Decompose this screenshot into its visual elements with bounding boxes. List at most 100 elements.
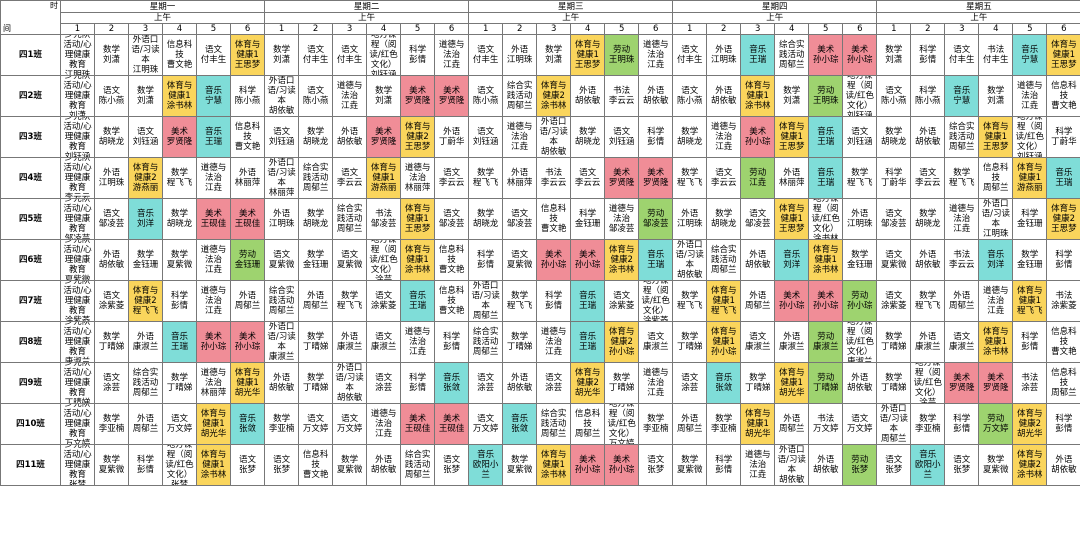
- lesson-cell: 少先队活动/心理健康教育 江明珠: [60, 34, 95, 76]
- teacher-label: 胡依敏: [642, 96, 669, 106]
- teacher-label: 邹凌芸: [608, 224, 635, 234]
- lesson-cell: 劳动 金钰珊: [229, 239, 266, 281]
- lesson-cell: 体育与健康1 孙小琮: [706, 321, 742, 363]
- period-number: 5: [196, 23, 231, 35]
- lesson-cell: 外语 周郁兰: [298, 280, 334, 322]
- lesson-cell: 体育与健康2 孙小琮: [604, 321, 640, 363]
- teacher-label: 丁晴娣: [881, 383, 907, 393]
- teacher-label: 涂芸: [375, 275, 393, 281]
- lesson-cell: 语文 邹凌芸: [94, 198, 129, 240]
- teacher-label: 周郁兰: [234, 301, 261, 311]
- lesson-cell: 语文 康淑兰: [638, 321, 674, 363]
- teacher-label: 胡依敏: [370, 465, 397, 475]
- lesson-cell: 语文 万文婷: [842, 403, 878, 445]
- subject-label: 体育与健康2: [1051, 204, 1077, 224]
- lesson-cell: 劳动 康淑兰: [808, 321, 844, 363]
- teacher-label: 丁晴娣: [812, 383, 839, 393]
- subject-label: 数学: [953, 168, 971, 178]
- teacher-label: 程飞飞: [1017, 306, 1043, 316]
- lesson-cell: 信息科技 曹文艳: [162, 34, 197, 76]
- lesson-cell: 数学 丁晴娣: [740, 362, 776, 404]
- teacher-label: 康淑兰: [812, 342, 839, 352]
- teacher-label: 刘钰涵: [64, 152, 91, 158]
- teacher-label: 涂紫菱: [642, 316, 669, 322]
- lesson-cell: 体育与健康1 王思梦: [774, 116, 810, 158]
- lesson-cell: 音乐 王瑞: [1046, 157, 1080, 199]
- lesson-cell: 语文 涂芸: [468, 362, 504, 404]
- lesson-cell: 道德与法治 江垚: [196, 239, 231, 281]
- teacher-label: 涂芸: [545, 383, 563, 393]
- lesson-cell: 音乐 张敛: [706, 362, 742, 404]
- lesson-cell: 综合实践活动 周郁兰: [502, 75, 538, 117]
- subject-label: 道德与法治: [949, 204, 975, 224]
- subject-label: 外语口语/习读本: [777, 445, 806, 476]
- subject-label: 语文: [307, 86, 325, 96]
- subject-label: 数学: [715, 209, 733, 219]
- teacher-label: 宁慧: [953, 96, 971, 106]
- teacher-label: 陈小燕: [98, 96, 125, 106]
- teacher-label: 张梦: [851, 465, 869, 475]
- lesson-cell: 体育与健康1 胡光华: [740, 403, 776, 445]
- teacher-label: 付丰生: [336, 55, 363, 65]
- teacher-label: 江明珠: [132, 65, 159, 75]
- subject-label: 语文: [681, 373, 699, 383]
- period-number: 5: [1012, 23, 1048, 35]
- lesson-cell: 美术 王砚佳: [400, 403, 436, 445]
- subject-label: 数学: [681, 455, 699, 465]
- lesson-cell: 美术 孙小琮: [808, 34, 844, 76]
- lesson-cell: 劳动 邹凌芸: [638, 198, 674, 240]
- teacher-label: 刘潇: [783, 96, 801, 106]
- teacher-label: 丁晴娣: [608, 383, 635, 393]
- teacher-label: 康淑兰: [64, 357, 91, 363]
- teacher-label: 江垚: [987, 306, 1005, 316]
- session-label: 上午: [876, 12, 1080, 24]
- subject-label: 数学: [885, 373, 903, 383]
- subject-label: 道德与法治: [404, 327, 431, 347]
- subject-label: 体育与健康2: [404, 122, 431, 142]
- subject-label: 信息科技: [438, 286, 465, 306]
- teacher-label: 宁慧: [204, 96, 222, 106]
- lesson-cell: 数学 刘潇: [94, 34, 129, 76]
- teacher-label: 周郁兰: [778, 424, 805, 434]
- subject-label: 美术: [545, 250, 563, 260]
- subject-label: 外语口语/习读本: [981, 199, 1010, 230]
- subject-label: 音乐: [477, 450, 495, 460]
- subject-label: 体育与健康1: [744, 409, 771, 429]
- subject-label: 外语口语/习读本: [267, 76, 296, 107]
- lesson-cell: 语文 陈小燕: [876, 75, 912, 117]
- teacher-label: 程飞飞: [336, 301, 363, 311]
- teacher-label: 金钰珊: [574, 219, 601, 229]
- subject-label: 外语: [919, 127, 937, 137]
- lesson-cell: 劳动 张梦: [842, 444, 878, 486]
- teacher-label: 康淑兰: [132, 342, 159, 352]
- subject-label: 科学: [1055, 414, 1073, 424]
- teacher-label: 李亚楠: [642, 424, 669, 434]
- lesson-cell: 音乐 刘洋: [128, 198, 163, 240]
- lesson-cell: 数学 刘潇: [264, 34, 300, 76]
- subject-label: 体育与健康1: [404, 245, 431, 265]
- teacher-label: 涂书林: [200, 470, 227, 480]
- subject-label: 音乐: [953, 86, 971, 96]
- lesson-cell: 科学 彭情: [1046, 239, 1080, 281]
- teacher-label: 周郁兰: [744, 301, 771, 311]
- lesson-cell: 体育与健康1 涂书林: [808, 239, 844, 281]
- subject-label: 语文: [647, 455, 665, 465]
- lesson-cell: 数学 李亚楠: [706, 403, 742, 445]
- teacher-label: 胡晓龙: [302, 137, 329, 147]
- lesson-cell: 数学 胡晓龙: [298, 116, 334, 158]
- teacher-label: 刘钰涵: [1017, 152, 1043, 158]
- teacher-label: 江垚: [953, 224, 971, 234]
- teacher-label: 胡依敏: [336, 137, 363, 147]
- subject-label: 语文: [102, 86, 120, 96]
- teacher-label: 涂书林: [540, 101, 567, 111]
- lesson-cell: 外语 胡依敏: [1046, 444, 1080, 486]
- teacher-label: 夏紫微: [336, 465, 363, 475]
- lesson-cell: 语文 付丰生: [468, 34, 504, 76]
- teacher-label: 胡晓龙: [302, 219, 329, 229]
- lesson-cell: 数学 李亚楠: [910, 403, 946, 445]
- lesson-cell: 综合实践活动 周郁兰: [774, 34, 810, 76]
- lesson-cell: 体育与健康1 王思梦: [400, 198, 436, 240]
- lesson-cell: 体育与健康1 涂书林: [196, 444, 231, 486]
- subject-label: 体育与健康2: [132, 163, 159, 183]
- subject-label: 科学: [1021, 332, 1039, 342]
